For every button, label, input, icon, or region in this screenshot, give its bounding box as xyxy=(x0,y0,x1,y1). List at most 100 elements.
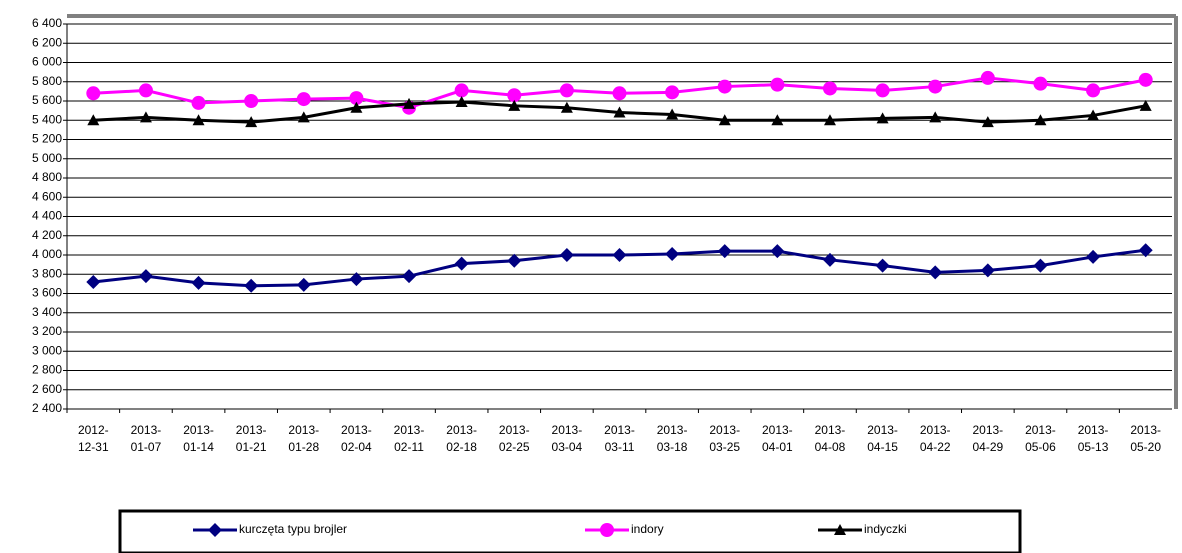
point xyxy=(192,114,205,126)
y-tick-label: 2 600 xyxy=(32,382,62,396)
point xyxy=(1139,99,1152,111)
point xyxy=(508,99,521,111)
y-tick-label: 4 200 xyxy=(32,228,62,242)
point xyxy=(980,70,995,85)
point xyxy=(1033,76,1048,91)
x-tick-label: 2013-04-29 xyxy=(972,423,1004,454)
y-tick-label: 3 600 xyxy=(32,286,62,300)
x-tick-label: 2013-05-20 xyxy=(1130,423,1162,454)
x-tick-label: 2013-02-25 xyxy=(498,423,530,454)
point xyxy=(718,114,731,126)
point xyxy=(1138,72,1153,87)
y-tick-label: 5 000 xyxy=(32,151,62,165)
y-tick-label: 3 000 xyxy=(32,343,62,357)
point xyxy=(297,111,310,123)
y-tick-label: 3 800 xyxy=(32,266,62,280)
point xyxy=(1033,258,1048,273)
legend-box xyxy=(118,509,1022,553)
point xyxy=(928,79,943,94)
point xyxy=(559,248,574,262)
x-tick-label: 2013-04-01 xyxy=(761,423,793,454)
point xyxy=(138,83,153,98)
point xyxy=(86,274,101,289)
point xyxy=(612,248,627,262)
point xyxy=(1034,114,1047,126)
x-tick-label: 2013-03-04 xyxy=(551,423,583,454)
x-tick-label: 2013-04-08 xyxy=(814,423,846,454)
point xyxy=(980,263,995,278)
y-tick-label: 6 000 xyxy=(32,55,62,69)
point xyxy=(1086,83,1101,98)
x-tick-label: 2013-01-21 xyxy=(235,423,267,454)
point xyxy=(834,524,846,535)
x-tick-label: 2013-04-15 xyxy=(867,423,898,454)
x-tick-label: 2013-02-11 xyxy=(393,423,425,454)
point xyxy=(770,244,785,259)
point xyxy=(454,83,469,98)
point xyxy=(1138,243,1153,258)
point xyxy=(876,112,889,124)
point xyxy=(349,272,364,287)
point xyxy=(560,101,573,113)
point xyxy=(403,97,416,109)
point xyxy=(191,95,206,110)
x-tick-label: 2013-03-18 xyxy=(656,423,688,454)
y-tick-label: 3 200 xyxy=(32,324,62,338)
point xyxy=(349,91,364,106)
point xyxy=(717,79,732,94)
legend-label: kurczęta typu brojler xyxy=(239,522,347,536)
point xyxy=(822,252,837,267)
point xyxy=(612,86,627,101)
y-tick-label: 4 600 xyxy=(32,189,62,203)
point xyxy=(665,85,680,100)
x-tick-label: 2013-05-13 xyxy=(1077,423,1109,454)
point xyxy=(600,523,614,537)
y-tick-label: 6 200 xyxy=(32,35,62,49)
point xyxy=(244,94,259,108)
x-tick-label: 2013-03-11 xyxy=(604,423,635,454)
x-tick-label: 2013-04-22 xyxy=(919,423,951,454)
x-tick-label: 2013-01-28 xyxy=(288,423,320,454)
point xyxy=(875,258,890,273)
legend-label: indory xyxy=(631,522,664,536)
point xyxy=(770,77,785,92)
y-tick-label: 2 400 xyxy=(32,401,62,415)
point xyxy=(245,116,258,128)
x-tick-label: 2012-12-31 xyxy=(77,423,109,454)
point xyxy=(191,275,206,290)
point xyxy=(666,108,679,120)
point xyxy=(296,277,311,292)
point xyxy=(402,269,417,284)
point xyxy=(823,114,836,126)
point xyxy=(507,253,522,268)
x-tick-label: 2013-05-06 xyxy=(1025,423,1056,454)
point xyxy=(296,92,311,107)
point xyxy=(1087,109,1100,121)
y-tick-label: 4 000 xyxy=(32,247,62,261)
point xyxy=(929,111,942,123)
point xyxy=(559,83,574,98)
x-tick-label: 2013-02-04 xyxy=(341,423,372,454)
point xyxy=(454,256,469,271)
point xyxy=(455,95,468,107)
point xyxy=(928,265,943,280)
y-tick-label: 6 400 xyxy=(32,16,62,30)
point xyxy=(822,81,837,96)
point xyxy=(981,116,994,128)
x-tick-label: 2013-01-07 xyxy=(130,423,162,454)
legend-label: indyczki xyxy=(864,522,907,536)
point xyxy=(875,83,890,98)
y-tick-label: 5 800 xyxy=(32,74,62,88)
y-tick-label: 5 200 xyxy=(32,132,62,146)
point xyxy=(86,86,101,101)
y-tick-label: 5 400 xyxy=(32,112,62,126)
point xyxy=(138,269,153,284)
point xyxy=(139,111,152,123)
point xyxy=(717,244,732,259)
x-tick-label: 2013-03-25 xyxy=(709,423,741,454)
point xyxy=(208,523,222,537)
point xyxy=(613,106,626,118)
x-tick-label: 2013-01-14 xyxy=(183,423,214,454)
